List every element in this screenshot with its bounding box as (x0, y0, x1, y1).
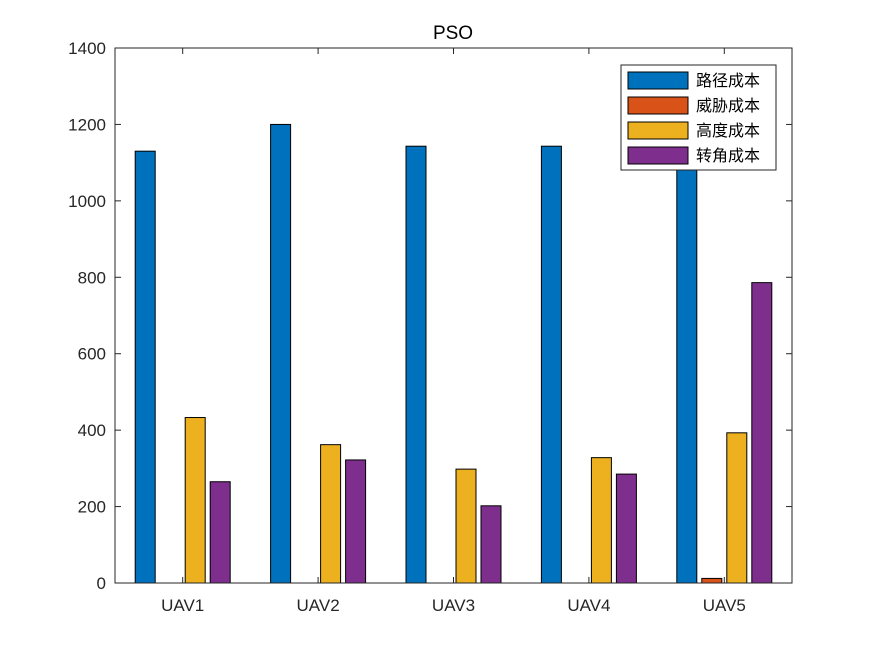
legend-swatch (627, 96, 689, 115)
bar-uav5-series-4 (751, 282, 773, 584)
legend-label: 转角成本 (696, 147, 760, 165)
bar-uav5-series-1 (676, 150, 698, 584)
y-tick-label: 1000 (68, 192, 106, 211)
y-tick-label: 200 (78, 498, 106, 517)
x-tick-label: UAV3 (432, 596, 475, 615)
x-tick-label: UAV1 (161, 596, 204, 615)
bar-uav1-series-1 (134, 150, 156, 584)
bar-uav4-series-3 (590, 457, 612, 584)
legend-label: 路径成本 (696, 72, 760, 90)
y-tick-label: 0 (97, 574, 106, 593)
legend-swatch (627, 146, 689, 165)
y-tick-label: 1400 (68, 39, 106, 58)
x-tick-label: UAV4 (567, 596, 610, 615)
bar-uav2-series-4 (345, 459, 367, 584)
bar-uav3-series-1 (405, 145, 427, 584)
bar-uav5-series-2 (701, 577, 723, 584)
x-tick-label: UAV5 (703, 596, 746, 615)
bar-uav5-series-3 (726, 432, 748, 584)
y-tick-label: 800 (78, 268, 106, 287)
bar-uav3-series-3 (455, 468, 477, 584)
chart-title: PSO (433, 23, 473, 44)
y-tick-label: 600 (78, 345, 106, 364)
bars-layer (134, 123, 773, 584)
bar-uav1-series-3 (184, 417, 206, 584)
x-axis: UAV1 UAV2 UAV3 UAV4 UAV5 (161, 48, 746, 615)
legend-label: 高度成本 (696, 122, 760, 140)
y-tick-label: 400 (78, 421, 106, 440)
bar-uav1-series-4 (209, 481, 231, 584)
legend-label: 威胁成本 (696, 97, 760, 115)
legend-swatch (627, 71, 689, 90)
legend-swatch (627, 121, 689, 140)
y-tick-label: 1200 (68, 115, 106, 134)
bar-uav4-series-4 (615, 473, 637, 584)
bar-uav3-series-4 (480, 505, 502, 584)
bar-uav4-series-1 (540, 145, 562, 584)
bar-uav2-series-3 (320, 444, 342, 584)
bar-uav2-series-1 (270, 123, 292, 584)
x-tick-label: UAV2 (297, 596, 340, 615)
y-axis: 0 200 400 600 800 1000 1200 1400 (68, 39, 792, 593)
